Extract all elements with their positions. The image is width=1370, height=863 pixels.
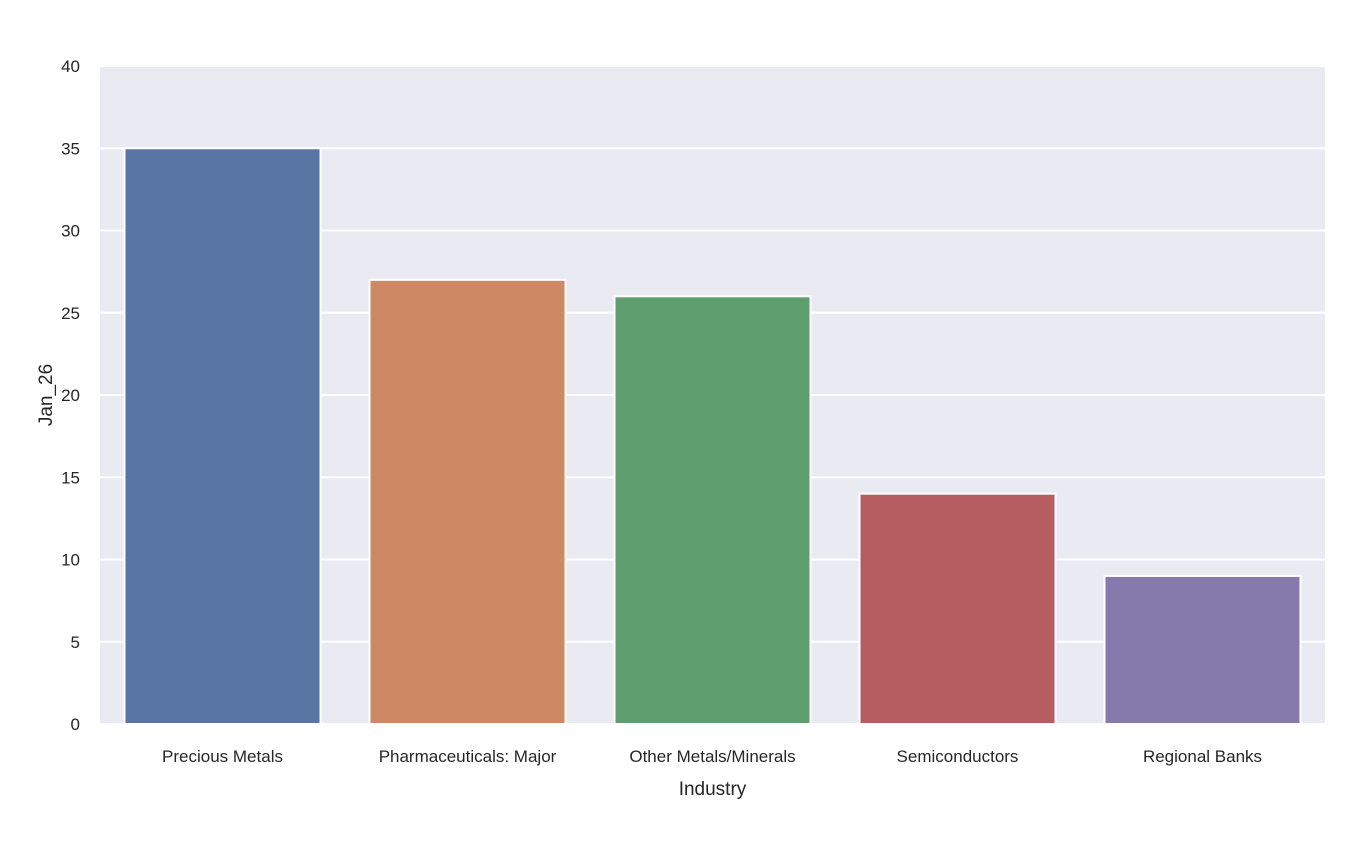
x-axis-ticks: Precious Metals Pharmaceuticals: Major Oth… xyxy=(162,747,1262,766)
bar-regional-banks xyxy=(1103,574,1302,726)
x-tick-label: Semiconductors xyxy=(897,747,1019,766)
y-tick-label: 35 xyxy=(61,139,80,158)
y-tick-label: 10 xyxy=(61,551,80,570)
y-tick-label: 0 xyxy=(71,715,80,734)
y-tick-label: 5 xyxy=(71,633,80,652)
x-tick-label: Regional Banks xyxy=(1143,747,1262,766)
x-tick-label: Precious Metals xyxy=(162,747,283,766)
y-tick-label: 20 xyxy=(61,386,80,405)
bar-semiconductors xyxy=(858,492,1057,726)
x-tick-label: Pharmaceuticals: Major xyxy=(379,747,557,766)
y-tick-label: 40 xyxy=(61,57,80,76)
bar-precious-metals xyxy=(123,147,322,725)
y-axis-label: Jan_26 xyxy=(36,364,57,426)
bar-pharmaceuticals-major xyxy=(368,278,567,725)
bars xyxy=(123,147,1302,726)
y-tick-label: 15 xyxy=(61,468,80,487)
y-axis-ticks: 0 5 10 15 20 25 30 35 40 xyxy=(61,57,80,734)
y-tick-label: 30 xyxy=(61,222,80,241)
x-axis-label: Industry xyxy=(679,779,747,800)
bar-other-metals-minerals xyxy=(613,295,812,725)
x-tick-label: Other Metals/Minerals xyxy=(629,747,795,766)
y-tick-label: 25 xyxy=(61,304,80,323)
